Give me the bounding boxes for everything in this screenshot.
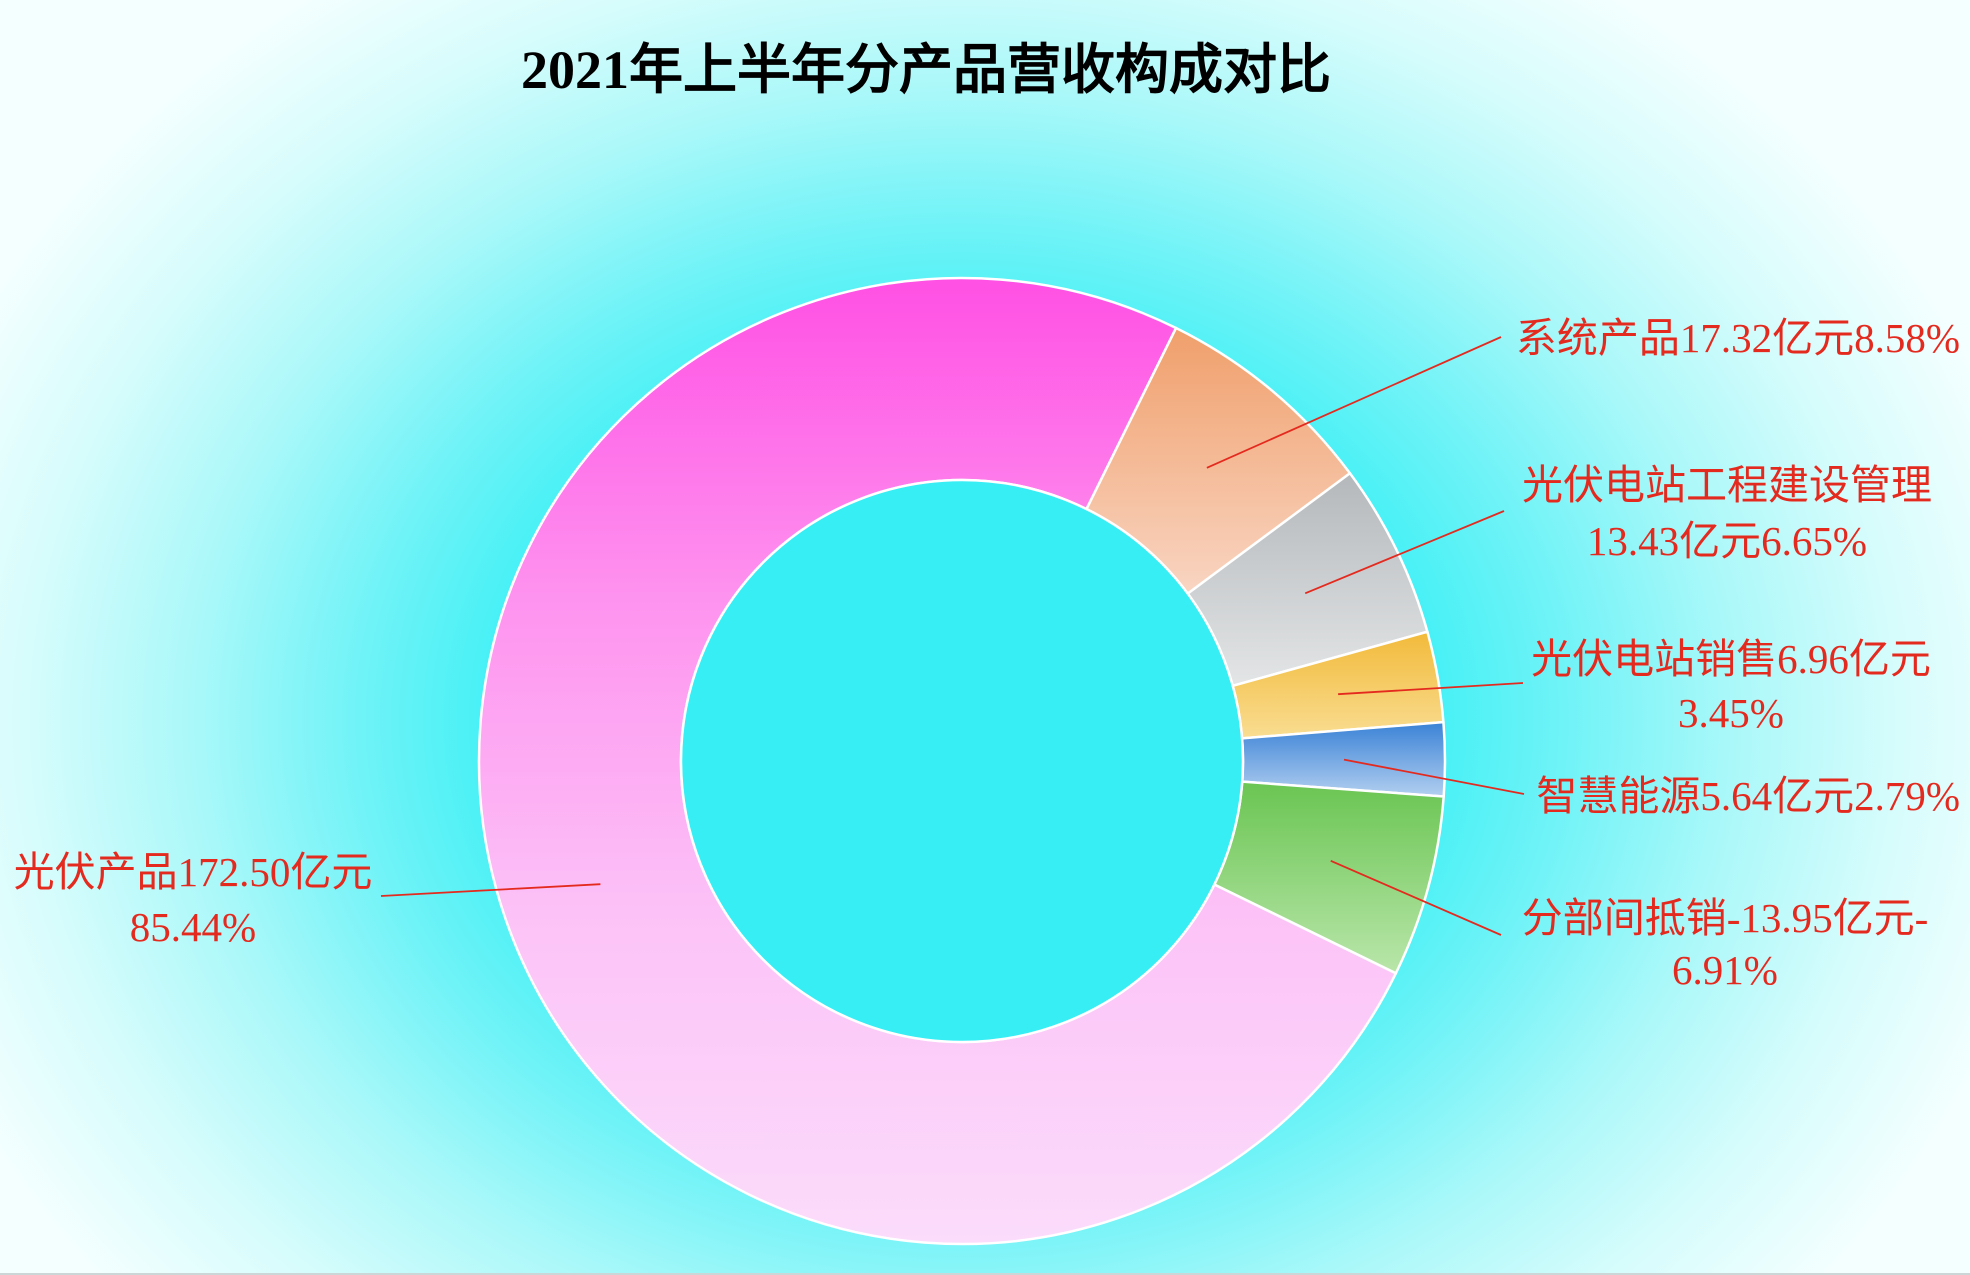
- chart-title: 2021年上半年分产品营收构成对比: [521, 40, 1331, 100]
- donut-hole: [679, 478, 1245, 1044]
- data-label-3: 光伏电站工程建设管理 13.43亿元6.65%: [1522, 462, 1932, 564]
- data-label-line: 光伏电站工程建设管理: [1522, 462, 1932, 508]
- leader-lines: [380, 336, 1525, 936]
- leader-line-5: [1343, 758, 1525, 795]
- data-label-line: 系统产品17.32亿元8.58%: [1516, 315, 1960, 361]
- data-label-line: 分部间抵销-13.95亿元-: [1522, 895, 1929, 941]
- data-label-line: 85.44%: [130, 904, 256, 950]
- leader-line-1: [380, 883, 601, 897]
- data-label-4: 光伏电站销售6.96亿元 3.45%: [1531, 636, 1931, 736]
- leader-line-4: [1338, 682, 1524, 696]
- data-label-line: 智慧能源5.64亿元2.79%: [1536, 773, 1960, 819]
- data-label-line: 3.45%: [1678, 690, 1784, 736]
- leader-line-6: [1330, 859, 1502, 936]
- data-label-2: 系统产品17.32亿元8.58%: [1516, 315, 1960, 361]
- data-label-line: 13.43亿元6.65%: [1587, 518, 1867, 564]
- donut-slices: [477, 276, 1447, 1246]
- data-label-6: 分部间抵销-13.95亿元- 6.91%: [1522, 895, 1929, 993]
- data-label-1: 光伏产品172.50亿元 85.44%: [14, 849, 373, 950]
- data-labels: 光伏产品172.50亿元 85.44% 系统产品17.32亿元8.58% 光伏电站工程…: [14, 315, 1960, 993]
- leader-line-3: [1304, 510, 1505, 595]
- data-label-line: 光伏电站销售6.96亿元: [1531, 636, 1931, 682]
- donut-hole-group: [679, 478, 1245, 1044]
- data-label-line: 光伏产品172.50亿元: [14, 849, 373, 895]
- leader-line-2: [1206, 336, 1502, 469]
- data-label-line: 6.91%: [1672, 947, 1778, 993]
- data-label-5: 智慧能源5.64亿元2.79%: [1536, 773, 1960, 819]
